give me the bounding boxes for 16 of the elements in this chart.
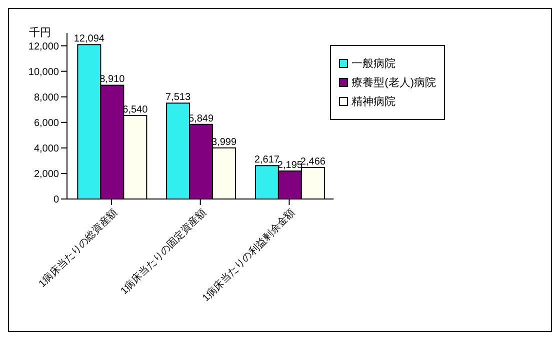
data-label: 12,094 — [74, 34, 105, 45]
data-label: 7,513 — [166, 92, 192, 104]
y-axis-title: 千円 — [29, 26, 51, 40]
legend-label: 一般病院 — [352, 57, 396, 71]
y-tick-label: 10,000 — [28, 66, 60, 78]
data-label: 2,195 — [277, 160, 303, 171]
x-tick-label: 1病床当たりの総資産額 — [36, 206, 120, 290]
y-tick-label: 8,000 — [34, 92, 60, 104]
y-tick-label: 2,000 — [34, 169, 60, 180]
legend-label: 精神病院 — [352, 95, 396, 109]
y-tick-label: 12,000 — [28, 41, 60, 52]
y-tick-label: 4,000 — [34, 143, 60, 154]
data-label: 2,617 — [254, 154, 280, 166]
y-tick-label: 6,000 — [34, 118, 60, 129]
y-tick-label: 0 — [53, 194, 60, 206]
legend-label: 療養型(老人)病院 — [352, 76, 436, 90]
